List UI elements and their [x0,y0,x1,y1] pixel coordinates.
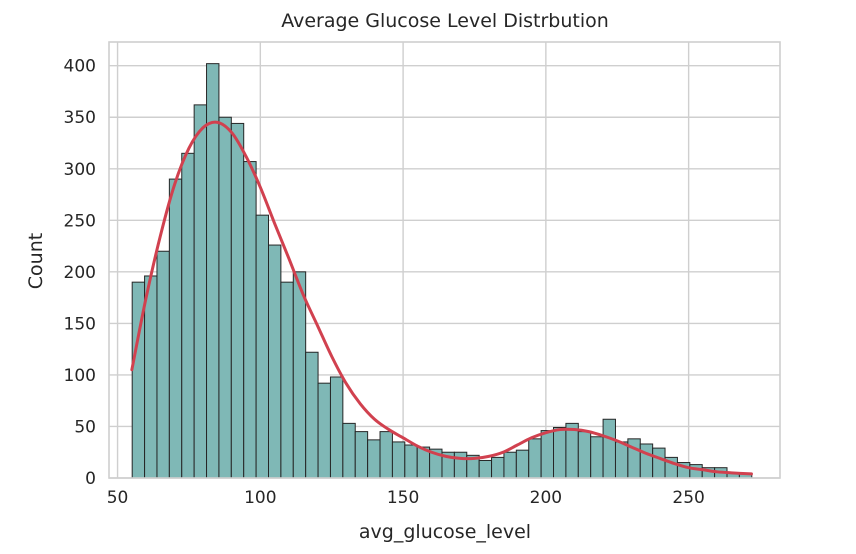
x-axis-label: avg_glucose_level [359,521,531,543]
histogram-bar [639,443,654,479]
histogram-bar [491,456,505,479]
histogram-bar [230,122,245,479]
x-tick-labels: 50 100 150 200 250 [107,488,705,508]
histogram-bar [515,449,530,479]
histogram-bar [206,63,220,479]
histogram-bar [367,439,381,479]
histogram-bar [292,271,307,479]
histogram-bar [614,441,629,479]
histogram-bar [156,250,170,479]
histogram-bar [193,104,208,479]
histogram-bar [453,451,468,479]
histogram-bar [280,281,294,479]
histogram-bar [144,275,158,479]
histogram-bar [255,214,269,479]
histogram-bar [404,444,418,479]
histogram-bar [342,422,356,479]
histogram-bar [267,244,282,479]
y-tick-label: 400 [64,57,96,77]
histogram-bar [540,430,555,479]
histogram-bar [689,464,703,479]
y-tick-label: 350 [64,108,96,128]
y-tick-label: 150 [64,314,96,334]
y-tick-label: 200 [64,263,96,283]
histogram-bar [218,116,232,479]
y-tick-label: 100 [64,366,96,386]
x-tick-label: 50 [107,488,129,508]
histogram-bar [168,178,183,479]
x-tick-label: 100 [244,488,276,508]
histogram-bar [553,426,567,479]
histogram-bar [590,436,604,479]
histogram-bar [391,441,406,479]
histogram-bar [565,422,579,479]
histogram-bar [528,438,542,479]
histogram-bar [652,447,666,479]
x-tick-label: 200 [530,488,562,508]
histogram-bar [181,152,195,479]
histogram-bar [577,431,592,479]
y-axis-label: Count [25,233,47,289]
x-tick-label: 150 [387,488,419,508]
plot-frame [108,41,781,479]
y-tick-label: 50 [74,417,96,437]
y-tick-label: 300 [64,160,96,180]
histogram-bar [317,382,331,479]
histogram-bar [243,161,257,479]
histogram-bar [379,431,393,479]
histogram-bar [305,351,319,479]
y-tick-label: 0 [85,469,96,489]
chart-title: Average Glucose Level Distrbution [281,10,609,32]
histogram-bar [478,459,493,479]
kde-curve [130,120,753,476]
histogram-bar [354,431,369,479]
x-tick-label: 250 [672,488,704,508]
histogram-bar [503,451,517,479]
histogram-bar [329,376,344,479]
histogram-bar [602,418,616,479]
y-tick-label: 250 [64,211,96,231]
y-tick-labels: 0 50 100 150 200 250 300 350 400 [64,57,96,489]
